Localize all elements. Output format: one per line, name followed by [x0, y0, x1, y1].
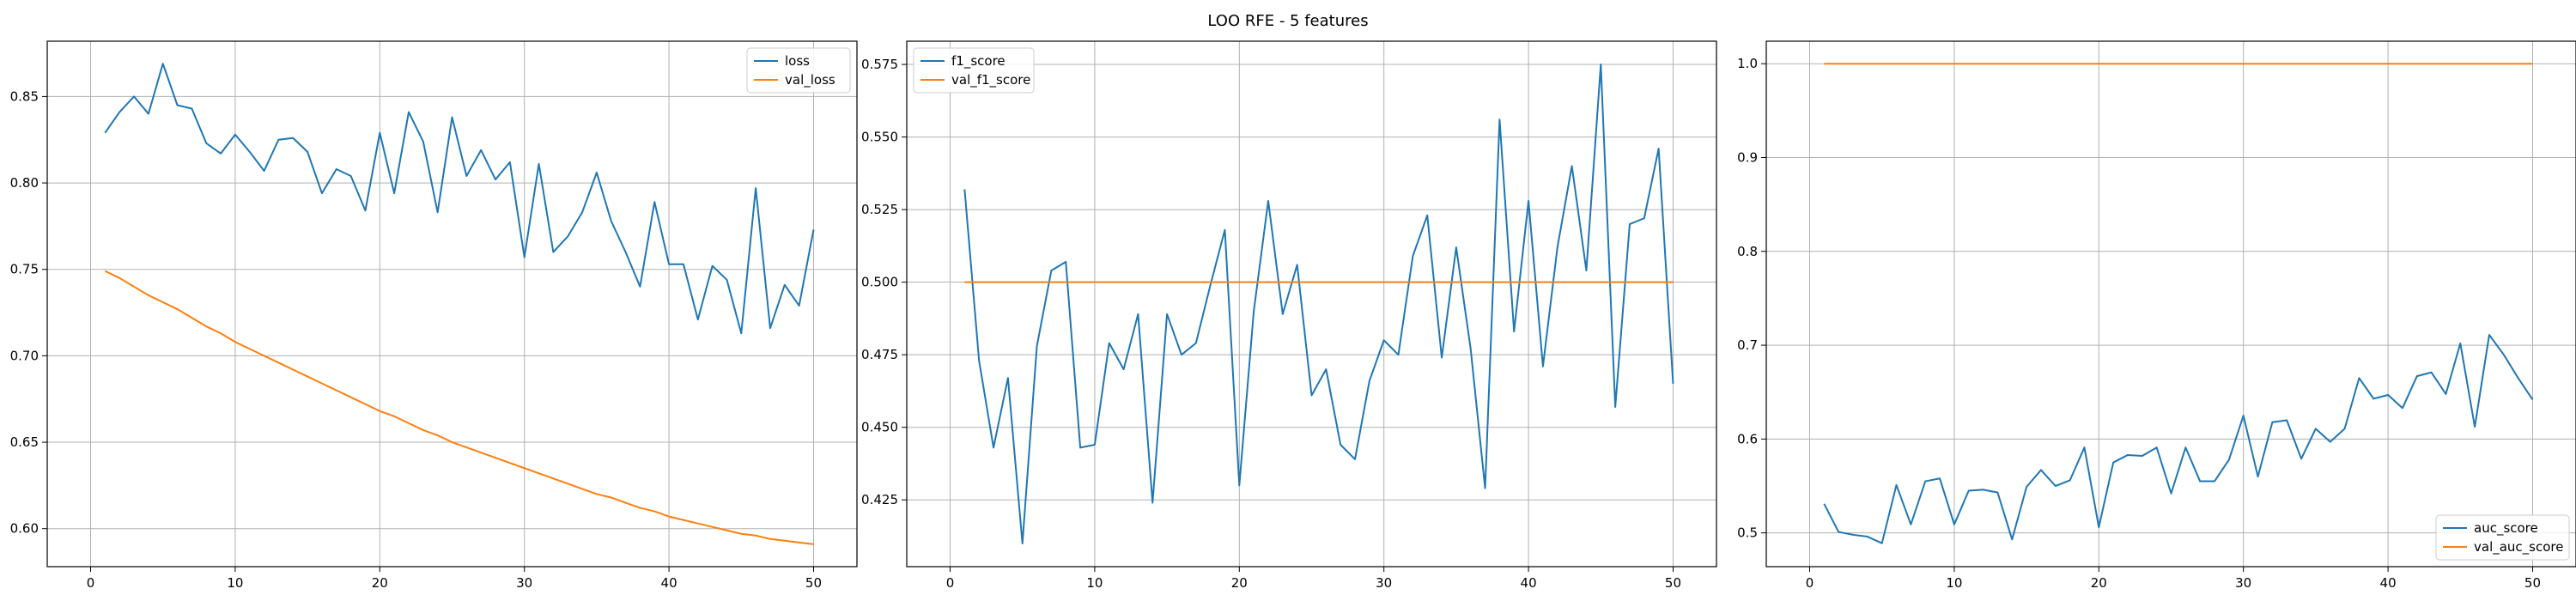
chart-panel-1: 0 10 20 30 40 50 0.60 0.65 0.70 0.75 0.80 0.85 loss v…: [10, 40, 858, 591]
y-tick-label: 0.70: [10, 348, 39, 363]
chart-panels: 0 10 20 30 40 500.600.650.700.750.800.85lossv…: [10, 40, 2576, 591]
y-tick-label: 0.475: [861, 347, 898, 362]
x-tick-label: 0: [1806, 575, 1814, 591]
x-tick-label: 40: [661, 575, 677, 591]
x-tick-label: 40: [1521, 575, 1537, 591]
legend-label-val_auc_score: val_auc_score: [2474, 539, 2564, 555]
y-tick-label: 0.75: [10, 262, 39, 277]
legend: f1_score val_f1_score: [913, 47, 1035, 94]
y-tick-label: 0.525: [861, 202, 898, 217]
x-tick-label: 30: [1376, 575, 1392, 591]
y-tick-label: 0.6: [1737, 431, 1758, 446]
x-tick-label: 20: [372, 575, 388, 591]
legend-label-loss: loss: [785, 53, 810, 69]
y-tick-label: 0.550: [861, 130, 898, 145]
axes-frame: [46, 40, 858, 568]
y-tick-label: 0.60: [10, 521, 39, 537]
legend-box: [913, 47, 1035, 94]
y-tick-label: 0.575: [861, 57, 898, 72]
x-tick-label: 30: [516, 575, 532, 591]
axes-frame: [906, 40, 1717, 568]
series-line-loss: [104, 63, 815, 335]
legend-label-val_loss: val_loss: [785, 72, 835, 88]
x-tick-label: 50: [2524, 575, 2541, 591]
y-tick-label: 0.450: [861, 420, 898, 435]
x-tick-label: 10: [1086, 575, 1103, 591]
x-tick-label: 10: [227, 575, 243, 591]
legend: loss val_loss: [746, 47, 851, 94]
legend-label-val_f1_score: val_f1_score: [951, 72, 1030, 88]
y-tick-label: 0.5: [1737, 525, 1758, 541]
legend-box: [2435, 514, 2570, 561]
legend: auc_score val_auc_score: [2435, 514, 2570, 561]
x-tick-label: 0: [87, 575, 95, 591]
legend-box: [746, 47, 851, 94]
chart-panel-2: 0 10 20 30 40 50 0.425 0.450 0.475 0.500 0.525 0.55…: [861, 40, 1717, 591]
x-tick-label: 10: [1946, 575, 1962, 591]
legend-label-auc_score: auc_score: [2474, 520, 2538, 537]
chart-panel-3: 0 10 20 30 40 50 0.5 0.6 0.7 0.8 0.9 1.0 auc_scoreva…: [1737, 40, 2576, 591]
x-tick-label: 30: [2235, 575, 2251, 591]
x-tick-label: 20: [2091, 575, 2107, 591]
y-tick-label: 1.0: [1737, 56, 1758, 71]
y-tick-label: 0.85: [10, 88, 39, 104]
series-line-f1_score: [963, 64, 1674, 544]
x-tick-label: 40: [2380, 575, 2397, 591]
y-tick-label: 0.9: [1737, 150, 1758, 166]
x-tick-label: 20: [1231, 575, 1248, 591]
y-tick-label: 0.8: [1737, 244, 1758, 259]
y-tick-label: 0.500: [861, 275, 898, 290]
axes-frame: [1765, 40, 2576, 568]
legend-label-f1_score: f1_score: [951, 53, 1005, 70]
y-tick-label: 0.80: [10, 175, 39, 191]
x-tick-label: 0: [946, 575, 955, 591]
y-tick-label: 0.425: [861, 492, 898, 507]
x-tick-label: 50: [805, 575, 822, 591]
series-line-auc_score: [1823, 334, 2534, 544]
y-tick-label: 0.7: [1737, 337, 1758, 353]
series-line-val_loss: [104, 270, 814, 545]
figure-title: LOO RFE - 5 features: [1207, 12, 1368, 30]
x-tick-label: 50: [1665, 575, 1681, 591]
y-tick-label: 0.65: [10, 434, 39, 450]
